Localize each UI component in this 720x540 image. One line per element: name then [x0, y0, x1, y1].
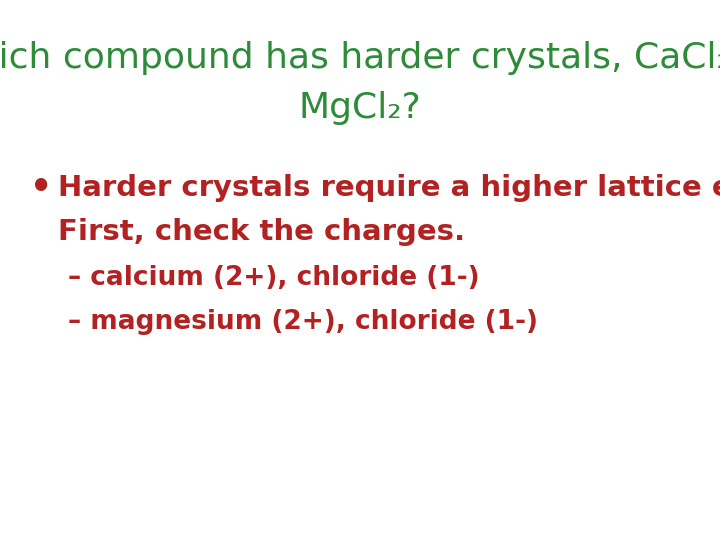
Text: •: • — [30, 171, 53, 205]
Text: – magnesium (2+), chloride (1-): – magnesium (2+), chloride (1-) — [68, 309, 538, 335]
Text: Harder crystals require a higher lattice energy.: Harder crystals require a higher lattice… — [58, 174, 720, 202]
Text: MgCl₂?: MgCl₂? — [299, 91, 421, 125]
Text: Which compound has harder crystals, CaCl₂ or: Which compound has harder crystals, CaCl… — [0, 41, 720, 75]
Text: – calcium (2+), chloride (1-): – calcium (2+), chloride (1-) — [68, 265, 480, 291]
Text: First, check the charges.: First, check the charges. — [58, 218, 465, 246]
